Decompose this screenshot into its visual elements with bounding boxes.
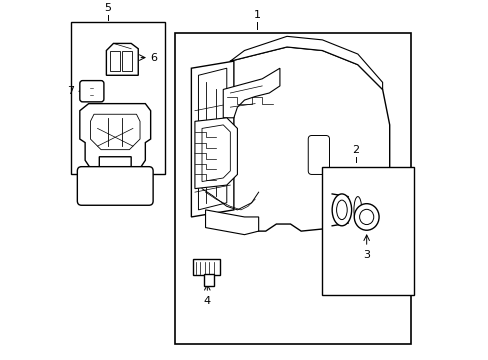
Text: 1: 1 bbox=[253, 10, 260, 21]
Polygon shape bbox=[223, 68, 279, 118]
Ellipse shape bbox=[359, 209, 373, 225]
Bar bbox=[110, 51, 120, 71]
FancyBboxPatch shape bbox=[307, 135, 329, 175]
Polygon shape bbox=[209, 47, 389, 231]
FancyBboxPatch shape bbox=[77, 167, 153, 205]
Text: 4: 4 bbox=[203, 296, 210, 306]
Polygon shape bbox=[198, 68, 226, 210]
Ellipse shape bbox=[331, 194, 351, 226]
Bar bbox=[322, 167, 414, 295]
Text: 3: 3 bbox=[363, 249, 369, 260]
Polygon shape bbox=[90, 114, 140, 150]
FancyBboxPatch shape bbox=[80, 81, 103, 102]
Polygon shape bbox=[106, 44, 138, 75]
Ellipse shape bbox=[353, 197, 361, 223]
Ellipse shape bbox=[336, 200, 346, 220]
Polygon shape bbox=[205, 210, 258, 235]
Ellipse shape bbox=[354, 204, 378, 230]
Bar bbox=[203, 274, 214, 286]
Text: 5: 5 bbox=[104, 3, 111, 13]
Bar bbox=[71, 22, 164, 175]
Polygon shape bbox=[80, 104, 150, 171]
Bar bbox=[175, 33, 410, 345]
Text: 7: 7 bbox=[66, 86, 74, 96]
Text: 2: 2 bbox=[352, 145, 359, 155]
Polygon shape bbox=[195, 118, 237, 189]
Bar bbox=[193, 260, 219, 275]
Text: 6: 6 bbox=[150, 53, 157, 63]
Bar bbox=[122, 51, 132, 71]
Polygon shape bbox=[191, 61, 233, 217]
Polygon shape bbox=[202, 125, 230, 181]
Polygon shape bbox=[230, 36, 382, 89]
